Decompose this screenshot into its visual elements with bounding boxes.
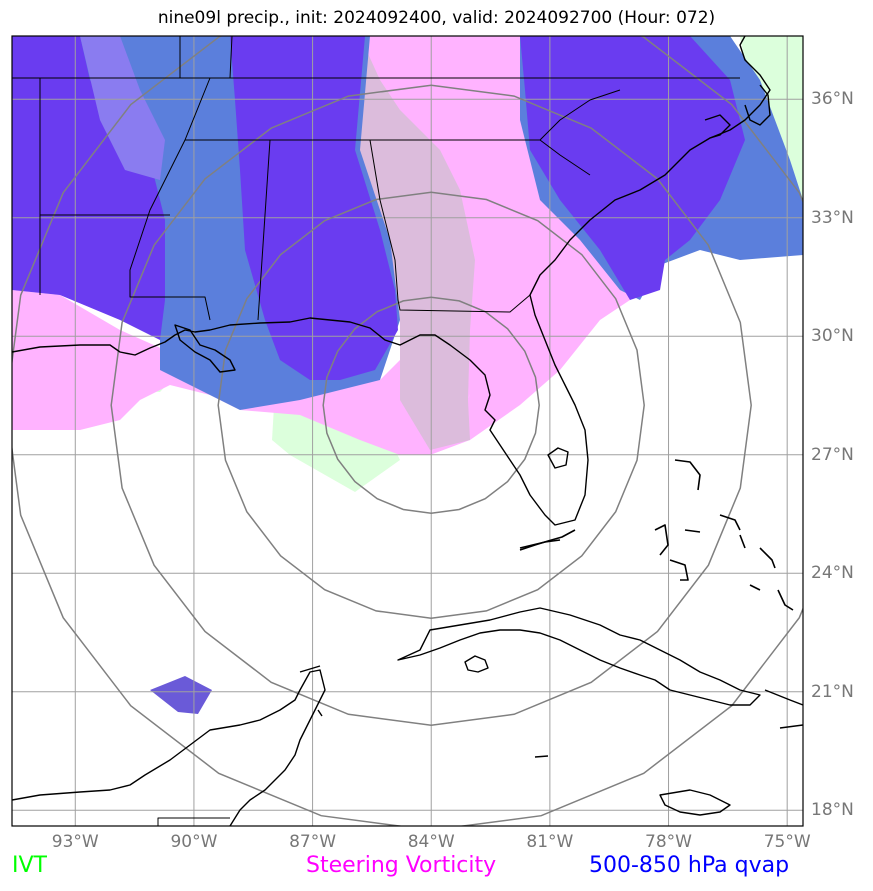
precip-field-overlay: [12, 36, 803, 714]
lon-tick-label: 84°W: [407, 832, 455, 852]
map-title: nine09l precip., init: 2024092400, valid…: [157, 8, 716, 28]
range-rings: [12, 36, 803, 826]
jamaica-coastline: [659, 789, 731, 816]
range-ring-4: [12, 36, 803, 826]
lat-tick-label: 33°N: [811, 207, 854, 228]
lon-tick-label: 75°W: [763, 832, 811, 852]
us-gulf-coastline: [12, 36, 771, 526]
lat-tick-label: 27°N: [811, 444, 854, 465]
range-ring-3: [110, 84, 752, 726]
florida-keys: [519, 529, 576, 551]
bahamas-islands: [519, 459, 794, 611]
qvap-core-west: [12, 36, 165, 340]
louisiana-delta: [174, 324, 236, 373]
lat-tick-label: 24°N: [811, 563, 854, 584]
qvap-core-east: [520, 36, 745, 300]
belize-border: [157, 817, 230, 826]
state-borders: [12, 36, 740, 321]
lat-tick-label: 21°N: [811, 681, 854, 702]
lat-tick-label: 18°N: [811, 800, 854, 821]
lat-lon-grid: [12, 36, 803, 826]
qvap-core-central: [230, 36, 398, 380]
outer-banks: [704, 84, 771, 139]
range-ring-2: [217, 191, 645, 619]
lon-tick-label: 90°W: [170, 832, 218, 852]
lat-tick-label: 36°N: [811, 89, 854, 110]
lon-tick-label: 93°W: [51, 832, 99, 852]
lake-okeechobee: [547, 447, 569, 469]
lon-tick-label: 78°W: [645, 832, 692, 852]
cuba-coastline: [397, 607, 761, 706]
coastlines: [12, 36, 803, 826]
gulf-islands: [299, 665, 549, 758]
hispaniola-coastline: [764, 689, 803, 729]
vorticity-field-main: [12, 290, 470, 455]
legend-ivt: IVT: [12, 853, 47, 878]
map-frame: [11, 35, 804, 827]
qvap-pocket: [80, 36, 165, 180]
isle-of-youth: [464, 655, 489, 673]
legend-qvap: 500-850 hPa qvap: [589, 853, 790, 878]
lat-tick-label: 30°N: [811, 326, 854, 347]
legend-steering-vorticity: Steering Vorticity: [306, 853, 497, 878]
yucatan-coastline: [12, 669, 326, 826]
lon-tick-label: 81°W: [526, 832, 574, 852]
qvap-field-yucatan: [150, 676, 212, 714]
lon-tick-label: 87°W: [289, 832, 337, 852]
